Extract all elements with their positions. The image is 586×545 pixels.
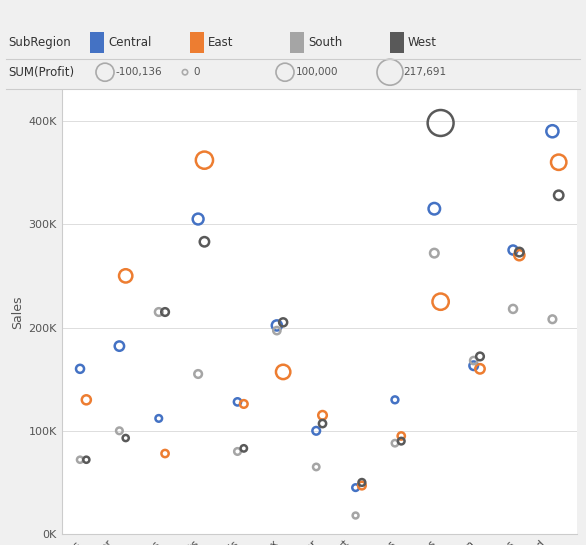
Bar xyxy=(90,32,104,53)
Text: 217,691: 217,691 xyxy=(404,67,447,77)
Text: 100,000: 100,000 xyxy=(295,67,338,77)
Point xyxy=(115,342,124,350)
Point xyxy=(272,321,281,330)
Point xyxy=(161,307,170,316)
Point xyxy=(121,434,130,443)
Point xyxy=(154,307,163,316)
Point xyxy=(318,411,327,420)
Point xyxy=(548,127,557,136)
Point xyxy=(318,419,327,428)
Point xyxy=(430,249,439,257)
Point xyxy=(475,352,485,361)
Point xyxy=(76,365,85,373)
Point xyxy=(115,426,124,435)
Point xyxy=(280,68,289,76)
Point xyxy=(180,68,190,76)
Point xyxy=(351,511,360,520)
Point xyxy=(81,396,91,404)
Point xyxy=(193,215,203,223)
Point xyxy=(436,298,445,306)
Text: SUM(Profit): SUM(Profit) xyxy=(8,66,74,78)
Point xyxy=(469,361,478,370)
Point xyxy=(390,396,400,404)
Point xyxy=(515,248,524,257)
Text: East: East xyxy=(208,36,233,49)
Point xyxy=(200,238,209,246)
Point xyxy=(554,191,563,199)
Point xyxy=(469,356,478,365)
Point xyxy=(272,326,281,335)
Point xyxy=(430,204,439,213)
Point xyxy=(312,426,321,435)
Point xyxy=(233,447,242,456)
Point xyxy=(515,251,524,259)
Point xyxy=(509,246,518,255)
Point xyxy=(200,156,209,165)
Point xyxy=(233,397,242,406)
Point xyxy=(351,483,360,492)
Point xyxy=(278,367,288,376)
Point xyxy=(193,370,203,378)
Point xyxy=(554,158,563,167)
Text: -100,136: -100,136 xyxy=(115,67,162,77)
Text: 0: 0 xyxy=(193,67,199,77)
Point xyxy=(81,456,91,464)
Point xyxy=(278,318,288,326)
Bar xyxy=(390,32,404,53)
Text: South: South xyxy=(308,36,342,49)
Point xyxy=(121,271,130,280)
Point xyxy=(475,365,485,373)
Point xyxy=(76,456,85,464)
Point xyxy=(357,478,367,487)
Point xyxy=(548,315,557,324)
Point xyxy=(357,481,367,490)
Point xyxy=(397,437,406,445)
Point xyxy=(397,432,406,440)
Point xyxy=(386,68,395,76)
Point xyxy=(436,119,445,128)
Point xyxy=(239,399,248,408)
Bar xyxy=(190,32,204,53)
Point xyxy=(312,463,321,471)
Point xyxy=(100,68,110,76)
Y-axis label: Sales: Sales xyxy=(11,295,24,329)
Point xyxy=(509,305,518,313)
Point xyxy=(154,414,163,423)
Text: Central: Central xyxy=(108,36,151,49)
Bar xyxy=(290,32,304,53)
Text: SubRegion: SubRegion xyxy=(8,36,71,49)
Point xyxy=(390,439,400,447)
Point xyxy=(161,449,170,458)
Text: West: West xyxy=(408,36,437,49)
Point xyxy=(239,444,248,453)
